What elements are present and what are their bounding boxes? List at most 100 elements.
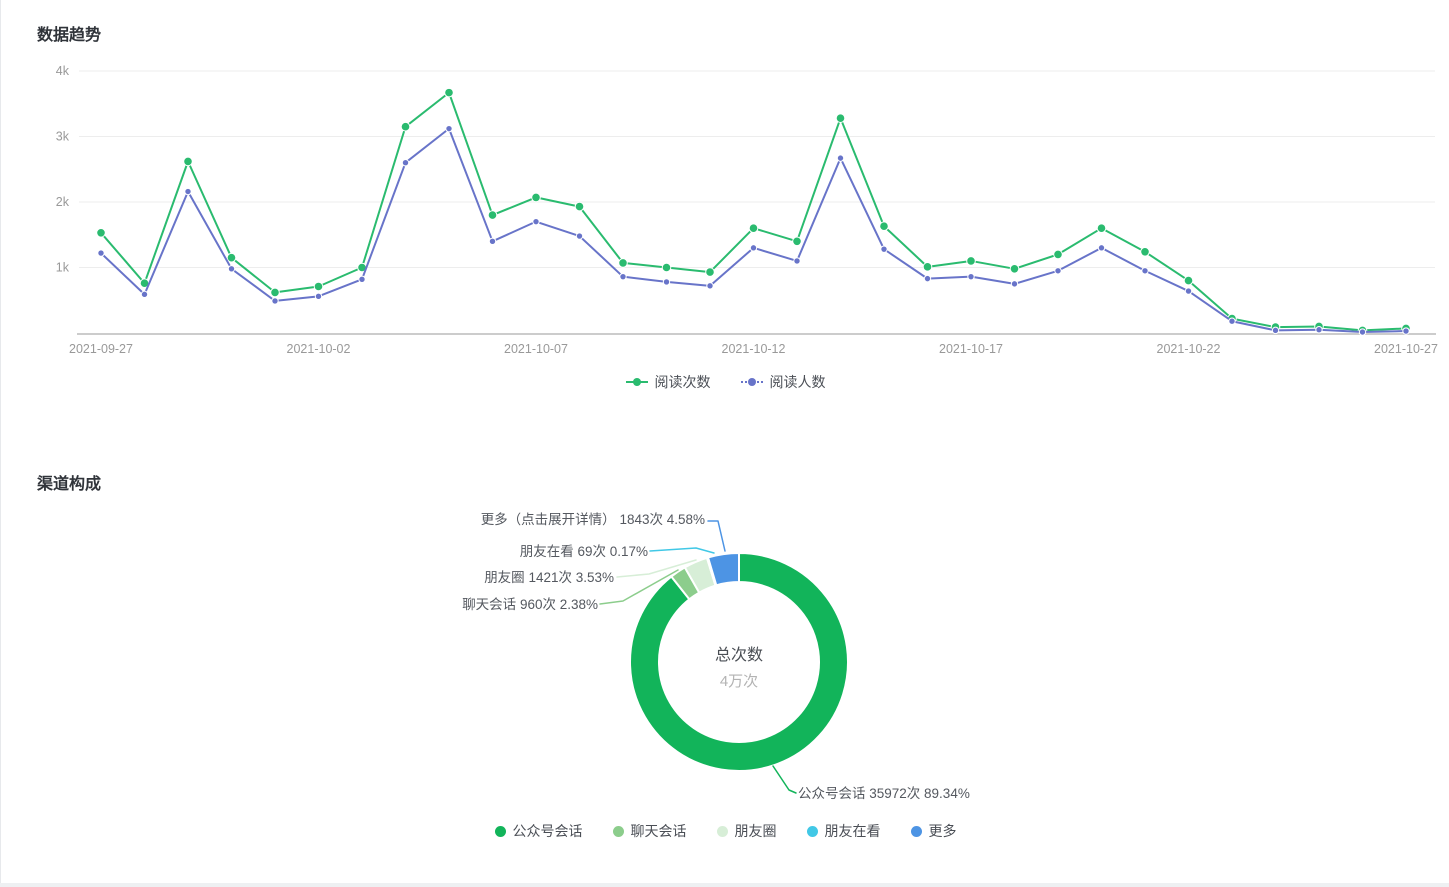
data-point[interactable] (96, 227, 106, 238)
data-point[interactable] (793, 257, 801, 265)
donut-center-value: 4万次 (719, 673, 759, 690)
data-point[interactable] (1358, 328, 1367, 336)
data-point[interactable] (1315, 326, 1323, 334)
data-point[interactable] (1097, 244, 1106, 252)
data-point[interactable] (661, 262, 672, 273)
data-point[interactable] (1228, 317, 1236, 325)
data-point[interactable] (445, 124, 453, 133)
trend-section-title: 数据趋势 (37, 27, 102, 44)
pie-legend-item-more[interactable]: 更多 (910, 821, 957, 841)
pie-legend-item-chat[interactable]: 聊天会话 (612, 821, 687, 841)
data-point[interactable] (532, 217, 540, 226)
data-point[interactable] (618, 258, 628, 268)
pie-leader-line (649, 547, 715, 554)
data-point[interactable] (226, 252, 237, 263)
line-series-icon (625, 377, 648, 387)
data-point[interactable] (879, 221, 889, 232)
x-axis-tick: 2021-09-27 (69, 342, 133, 356)
data-point[interactable] (1402, 327, 1410, 335)
data-point[interactable] (966, 256, 976, 266)
data-point[interactable] (400, 121, 411, 132)
data-point[interactable] (749, 244, 758, 252)
pie-callout-more[interactable]: 更多（点击展开详情） 1843次 4.58% (480, 512, 705, 527)
data-point[interactable] (619, 272, 627, 281)
data-point[interactable] (792, 236, 802, 247)
pie-leader-line (707, 520, 726, 552)
donut-center-label: 总次数 4万次 (639, 641, 839, 691)
data-point[interactable] (574, 201, 585, 212)
pie-legend: 公众号会话 聊天会话 朋友圈 朋友在看 更多 (1, 821, 1449, 841)
data-point[interactable] (1271, 326, 1280, 335)
data-point[interactable] (835, 113, 846, 123)
pie-legend-label: 聊天会话 (630, 823, 687, 839)
pie-legend-item-friends-watching[interactable]: 朋友在看 (806, 821, 881, 841)
data-point[interactable] (1053, 249, 1063, 260)
data-point[interactable] (1141, 267, 1149, 275)
data-point[interactable] (1096, 223, 1107, 233)
pie-legend-label: 朋友圈 (734, 823, 777, 839)
data-point[interactable] (313, 281, 324, 292)
data-point[interactable] (444, 87, 454, 98)
x-axis-tick: 2021-10-17 (939, 342, 1003, 356)
pie-callout-chat: 聊天会话 960次 2.38% (462, 597, 598, 612)
data-point[interactable] (662, 278, 671, 286)
data-point[interactable] (271, 297, 279, 305)
data-point[interactable] (314, 292, 323, 301)
data-point[interactable] (1184, 287, 1193, 295)
channel-section-title: 渠道构成 (37, 476, 102, 493)
x-axis-tick: 2021-10-07 (504, 342, 568, 356)
data-point[interactable] (923, 274, 932, 283)
data-point[interactable] (748, 223, 759, 233)
legend-item-read-users[interactable]: 阅读人数 (740, 372, 826, 392)
data-point[interactable] (922, 262, 933, 272)
x-axis-tick: 2021-10-02 (287, 342, 351, 356)
data-point[interactable] (836, 154, 845, 162)
trend-line-chart[interactable]: 1k 2k 3k 4k 2021-09-27 2021-10-02 2021-10-07 20… (1, 60, 1449, 368)
pie-slice-更多[interactable] (707, 552, 740, 587)
channel-donut-chart[interactable] (1, 500, 1449, 820)
data-point[interactable] (1183, 275, 1194, 286)
pie-leader-line (772, 765, 797, 794)
data-point[interactable] (705, 267, 715, 277)
pie-legend-dot-icon (612, 825, 624, 837)
pie-callout-friends-watching: 朋友在看 69次 0.17% (519, 544, 648, 559)
pie-legend-label: 朋友在看 (824, 823, 881, 839)
data-point[interactable] (575, 232, 584, 240)
data-point[interactable] (1010, 280, 1019, 288)
pie-callout-official-account: 公众号会话 35972次 89.34% (798, 786, 970, 801)
pie-legend-item-moments[interactable]: 朋友圈 (716, 821, 777, 841)
data-point[interactable] (270, 287, 280, 298)
data-point[interactable] (706, 282, 714, 290)
pie-legend-label: 更多 (928, 823, 957, 839)
pie-legend-label: 公众号会话 (512, 823, 583, 839)
data-point[interactable] (184, 187, 192, 196)
pie-legend-dot-icon (716, 825, 728, 837)
pie-slice-公众号会话[interactable] (629, 552, 849, 772)
data-point[interactable] (488, 237, 497, 246)
dashed-line-series-icon (740, 377, 763, 387)
legend-item-read-count[interactable]: 阅读次数 (625, 372, 711, 392)
data-point[interactable] (967, 272, 975, 281)
pie-legend-item-official-account[interactable]: 公众号会话 (494, 821, 583, 841)
legend-label: 阅读人数 (769, 374, 826, 390)
x-axis-tick: 2021-10-27 (1374, 342, 1438, 356)
trend-legend: 阅读次数 阅读人数 (1, 372, 1449, 392)
data-point[interactable] (97, 249, 105, 257)
data-point[interactable] (1009, 264, 1020, 274)
y-axis-tick: 3k (56, 130, 70, 144)
data-point[interactable] (227, 265, 236, 273)
pie-leader-line (616, 559, 697, 578)
data-point[interactable] (1140, 246, 1150, 257)
legend-label: 阅读次数 (654, 374, 711, 390)
data-point[interactable] (183, 156, 193, 167)
data-point[interactable] (140, 290, 149, 299)
data-point[interactable] (358, 275, 366, 283)
data-point[interactable] (487, 210, 498, 220)
donut-center-title: 总次数 (714, 647, 763, 664)
data-point[interactable] (1054, 267, 1062, 275)
data-point[interactable] (401, 159, 410, 167)
data-point[interactable] (531, 192, 541, 203)
y-axis-tick: 4k (56, 64, 70, 78)
data-point[interactable] (880, 245, 888, 253)
